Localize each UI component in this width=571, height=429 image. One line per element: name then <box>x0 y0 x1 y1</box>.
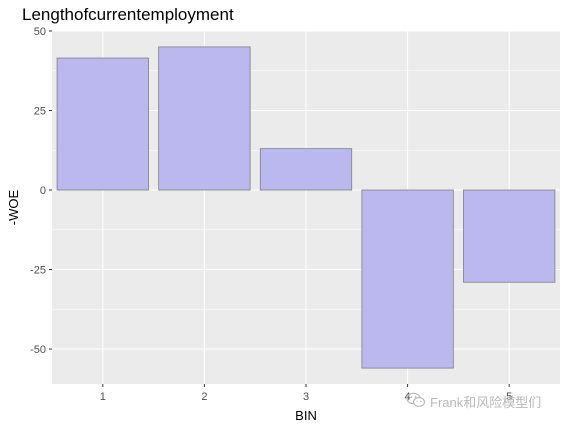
bar-5 <box>463 189 556 283</box>
bars <box>56 46 556 369</box>
x-tick-label: 5 <box>506 391 512 403</box>
y-tick-label: 25 <box>34 106 46 118</box>
y-tick-label: 50 <box>34 26 46 38</box>
y-axis-title: -WOE <box>6 189 21 225</box>
x-tick-label: 2 <box>201 391 207 403</box>
bar-1 <box>56 57 149 191</box>
bar-4 <box>361 189 454 369</box>
watermark: Frank和风险模型们 <box>406 392 541 411</box>
x-tick-label: 1 <box>100 391 106 403</box>
y-tick-label: -50 <box>30 344 46 356</box>
bar-3 <box>259 148 353 191</box>
y-axis: 50 25 0 -25 -50 <box>30 26 52 356</box>
y-tick-label: -25 <box>30 265 46 277</box>
chart-title: Lengthofcurrentemployment <box>22 5 234 24</box>
wechat-icon <box>406 392 426 410</box>
bar-2 <box>158 46 251 191</box>
y-tick-label: 0 <box>40 185 46 197</box>
watermark-text: Frank和风险模型们 <box>430 395 542 410</box>
x-axis-title: BIN <box>295 408 317 423</box>
x-tick-label: 3 <box>303 391 309 403</box>
